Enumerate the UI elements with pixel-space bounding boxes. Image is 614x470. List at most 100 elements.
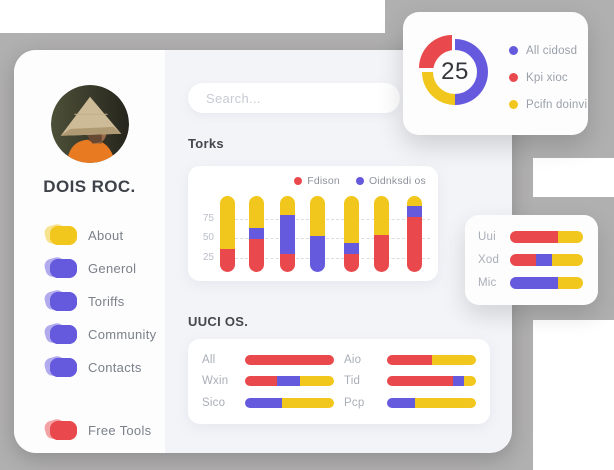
sidebar-item-free-tools[interactable]: Free Tools [14, 414, 165, 447]
uuci-bar-segment-red [387, 354, 432, 365]
torks-bar-segment-red [249, 239, 264, 272]
uuci-row-label: All [202, 353, 216, 366]
sidebar-item-label: Toriffs [88, 294, 125, 309]
torks-chart-legend: Fdison Oidnksdi os [294, 175, 426, 187]
donut-center-value: 25 [441, 58, 469, 85]
menu-blob-icon [50, 421, 77, 440]
menu-blob-icon-core [50, 226, 77, 245]
menu-blob-icon-core [50, 421, 77, 440]
donut-legend-item: All cidosd [509, 37, 587, 64]
donut-legend: All cidosd Kpi xioc Pcifn doinvi [509, 37, 587, 118]
torks-y-tick-label: 75 [202, 212, 214, 224]
donut-legend-dot-icon [509, 100, 518, 109]
donut-legend-label: All cidosd [526, 44, 578, 57]
uuci-bar-segment-purple [387, 398, 415, 409]
donut-legend-label: Kpi xioc [526, 71, 568, 84]
sidebar-item-label: Free Tools [88, 423, 152, 438]
menu-blob-icon [50, 259, 77, 278]
donut-legend-dot-icon [509, 73, 518, 82]
avatar-illustration [50, 85, 129, 163]
torks-gridline [220, 257, 430, 259]
sidebar-item-toriffs[interactable]: Toriffs [14, 285, 165, 318]
torks-bar [344, 196, 359, 272]
sidebar-item-generol[interactable]: Generol [14, 252, 165, 285]
sidebar-menu: About Generol Toriffs Community Contacts Free… [14, 219, 165, 447]
torks-bar-segment-red [407, 216, 422, 272]
uuci-bars-card: All Wxin Sico Aio Tid Pcp [188, 339, 490, 424]
uuci-bar-segment-red [245, 354, 334, 365]
torks-legend-item: Fdison [294, 175, 340, 187]
torks-bar [220, 196, 235, 272]
torks-bar-segment-yellow [249, 196, 264, 228]
uuci-bar [387, 354, 476, 365]
torks-bar-segment-purple [249, 227, 264, 240]
mini-row: Xod [478, 253, 583, 266]
avatar [50, 85, 129, 163]
uuci-section-title: UUCI OS. [188, 314, 249, 329]
mini-bar-segment-yellow [558, 230, 583, 243]
sidebar-item-contacts[interactable]: Contacts [14, 351, 165, 384]
torks-bar-segment-yellow [220, 196, 235, 250]
mini-bar-segment-yellow [551, 253, 583, 266]
menu-blob-icon [50, 292, 77, 311]
mini-bar [510, 253, 583, 266]
menu-blob-icon [50, 325, 77, 344]
sidebar-item-label: About [88, 228, 124, 243]
torks-bar-segment-red [280, 253, 295, 272]
uuci-row: Pcp [344, 392, 476, 414]
torks-bar-segment-purple [280, 215, 295, 254]
sidebar-item-about[interactable]: About [14, 219, 165, 252]
kpi-donut-card: 25 All cidosd Kpi xioc Pcifn doinvi [403, 12, 588, 135]
donut-chart: 25 [419, 35, 488, 105]
mini-bar-segment-yellow [558, 277, 583, 290]
torks-bar-segment-purple [310, 235, 325, 272]
torks-bar-segment-red [374, 234, 389, 272]
torks-bar-segment-yellow [280, 196, 295, 216]
donut-legend-item: Kpi xioc [509, 64, 587, 91]
torks-y-tick-label: 25 [202, 251, 214, 263]
torks-bar-segment-purple [407, 205, 422, 217]
torks-bar [407, 196, 422, 272]
mini-bar [510, 277, 583, 290]
torks-bar-segment-red [220, 249, 235, 272]
torks-bar [249, 196, 264, 272]
mini-bar-segment-red [510, 253, 537, 266]
uuci-bar-segment-purple [245, 398, 283, 409]
sidebar-item-label: Contacts [88, 360, 142, 375]
donut-legend-dot-icon [509, 46, 518, 55]
torks-bar-segment-yellow [407, 196, 422, 206]
uuci-row-label: Sico [202, 397, 226, 410]
uuci-bar-segment-yellow [431, 354, 476, 365]
mini-row-label: Mic [478, 277, 497, 290]
uuci-row-label: Tid [344, 375, 361, 388]
sidebar-item-community[interactable]: Community [14, 318, 165, 351]
uuci-bar-segment-yellow [464, 376, 476, 387]
sidebar-item-label: Generol [88, 261, 137, 276]
menu-blob-icon-core [50, 259, 77, 278]
mini-bar-segment-purple [536, 253, 552, 266]
uuci-row-label: Aio [344, 353, 362, 366]
torks-bar-segment-yellow [310, 196, 325, 236]
donut-center: 25 [433, 50, 477, 94]
mini-row: Uui [478, 230, 583, 243]
mini-stats-card: Uui Xod Mic [465, 215, 598, 305]
uuci-bar [245, 354, 334, 365]
sidebar: DOIS ROC. About Generol Toriffs Community Co… [14, 50, 165, 453]
sidebar-item-label: Community [88, 327, 157, 342]
donut-legend-item: Pcifn doinvi [509, 91, 587, 118]
profile-name: DOIS ROC. [43, 177, 136, 196]
torks-bar-segment-red [344, 253, 359, 272]
torks-bar [280, 196, 295, 272]
uuci-row: Sico [202, 392, 334, 414]
menu-blob-icon [50, 358, 77, 377]
uuci-bar-segment-red [245, 376, 278, 387]
mini-row-label: Xod [478, 253, 500, 266]
search-input[interactable] [188, 83, 400, 113]
uuci-bar-segment-yellow [414, 398, 476, 409]
uuci-row: Aio [344, 349, 476, 371]
mini-row: Mic [478, 277, 583, 290]
mini-bar-segment-red [510, 230, 559, 243]
torks-bar [374, 196, 389, 272]
